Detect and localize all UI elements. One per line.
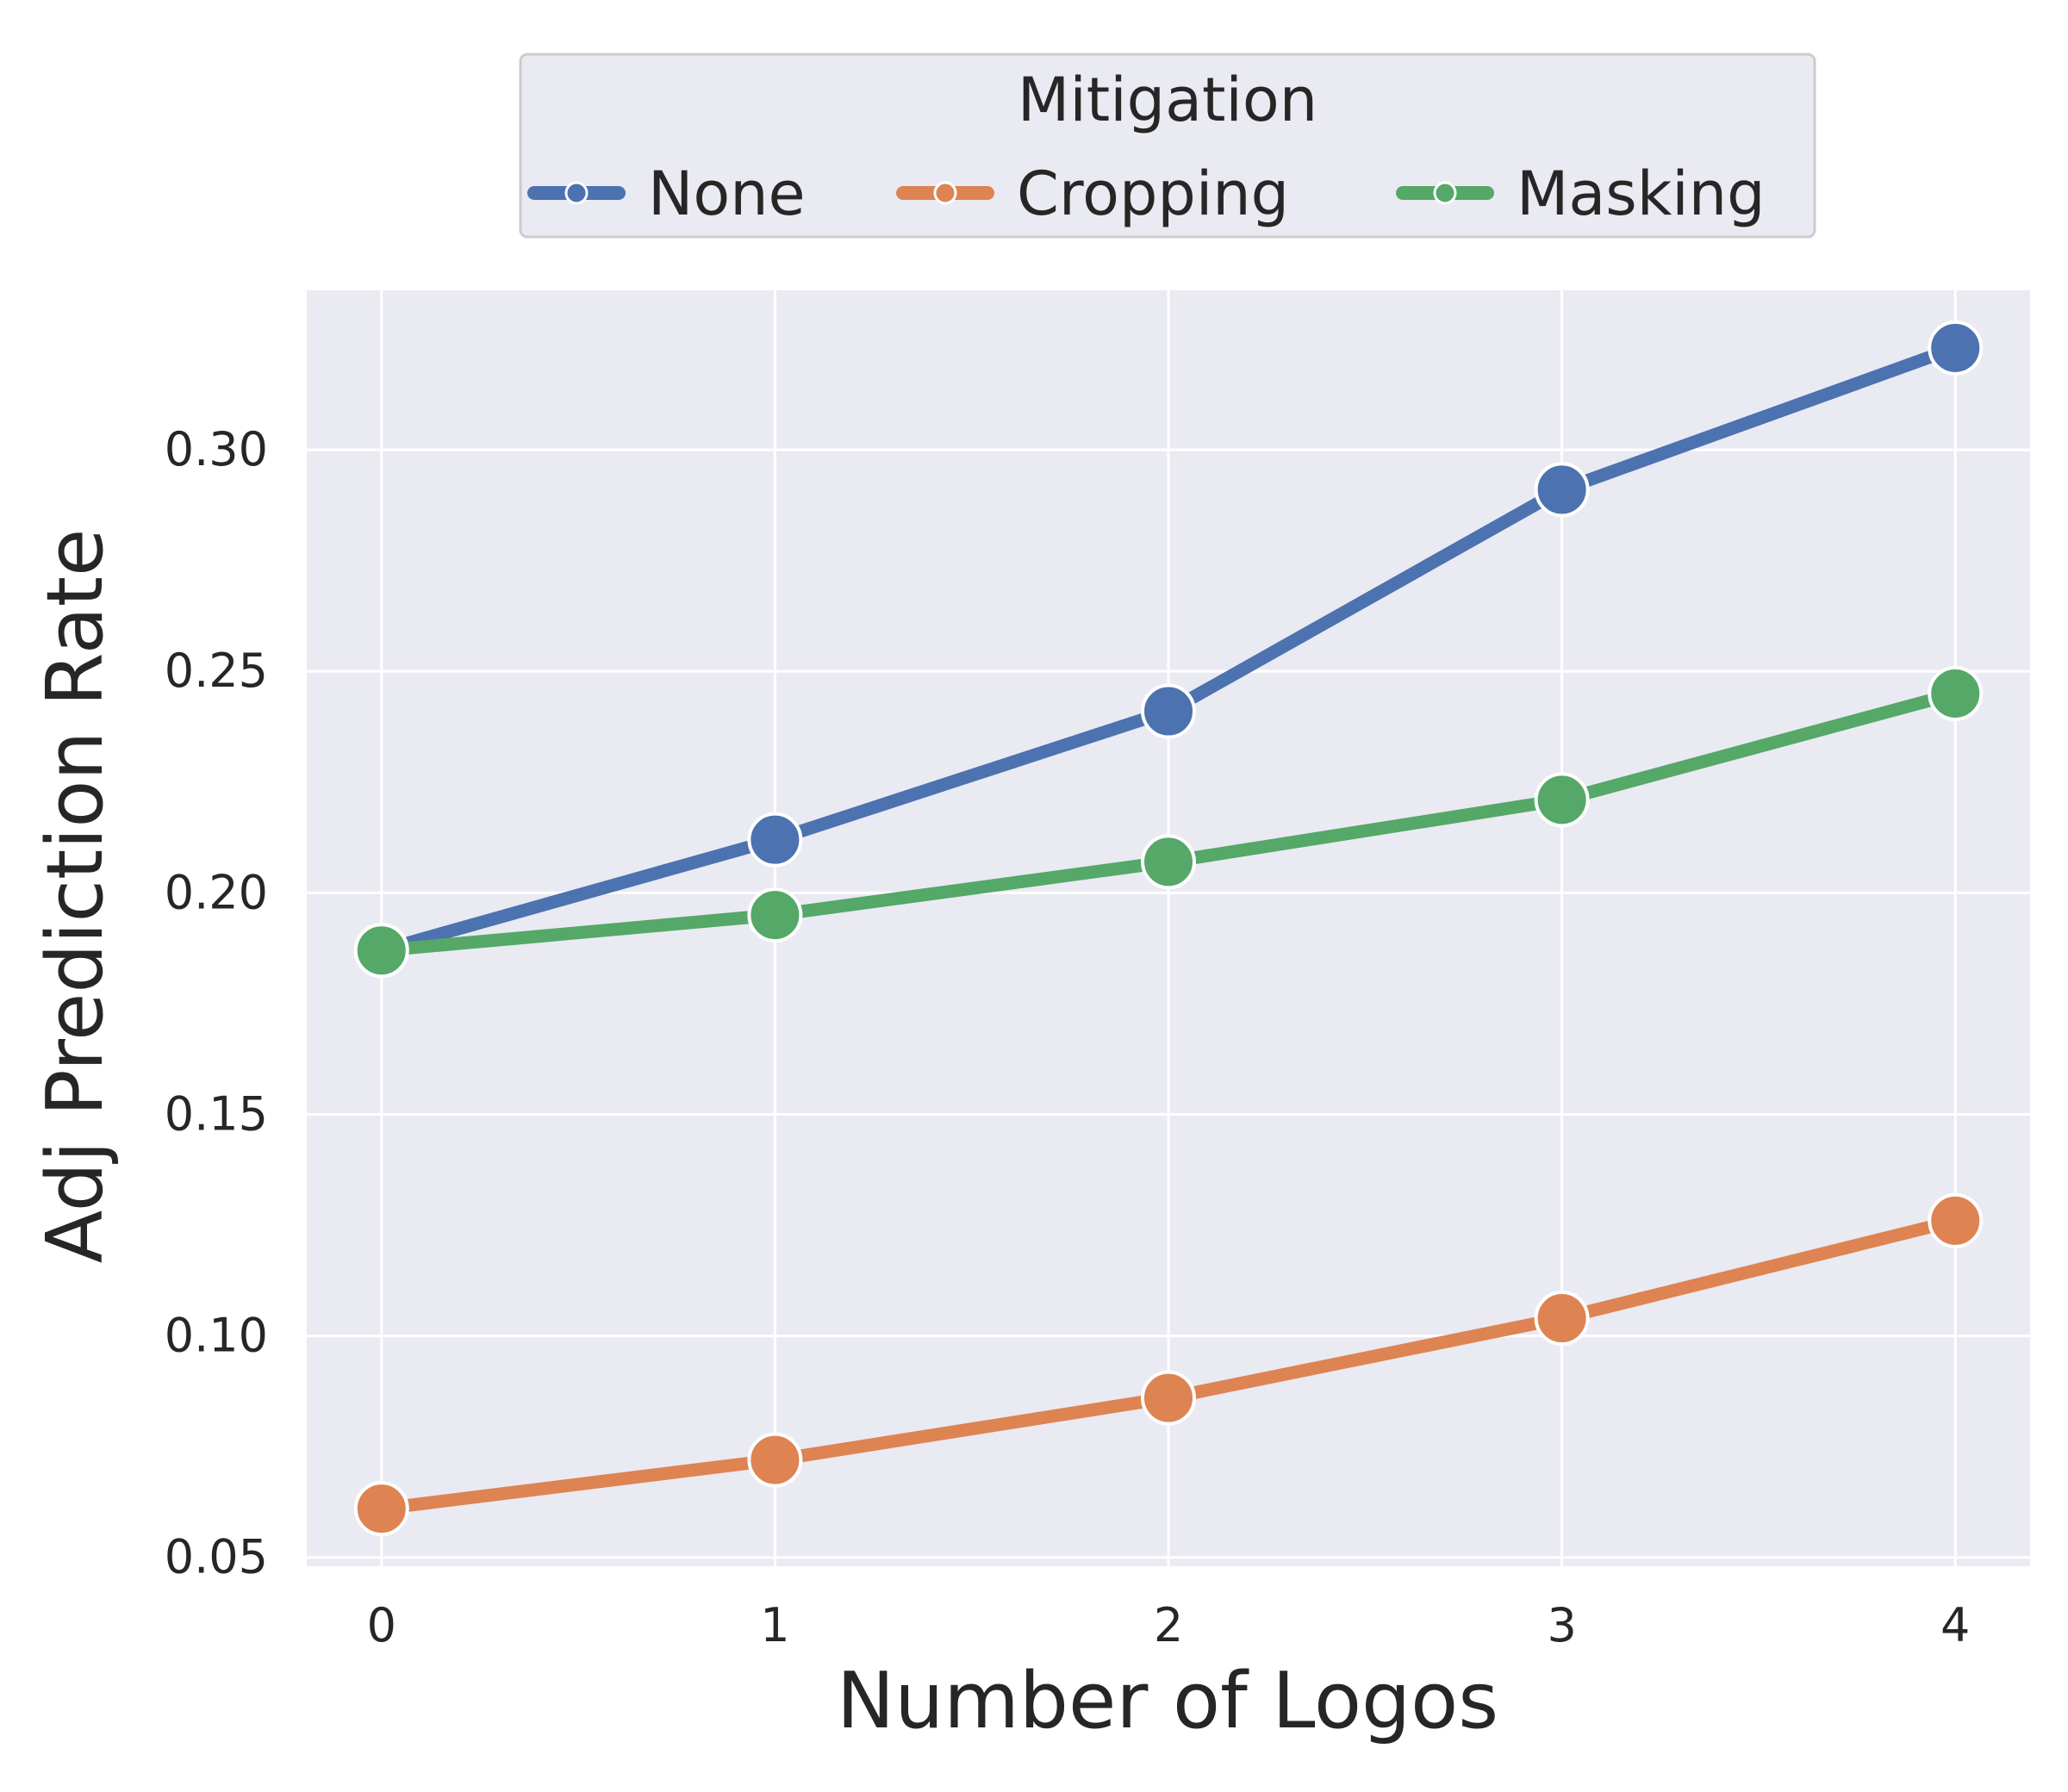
data-point-none — [1928, 320, 1984, 376]
data-point-cropping — [1534, 1291, 1590, 1347]
data-point-masking — [1534, 772, 1590, 828]
x-tick-label: 0 — [367, 1598, 396, 1652]
data-point-none — [1534, 462, 1590, 518]
x-tick-labels: 0 1 2 3 4 — [367, 1598, 1971, 1652]
series-layer — [353, 320, 1984, 1537]
x-tick-label: 4 — [1940, 1598, 1970, 1652]
series-cropping — [353, 1192, 1984, 1537]
y-tick-labels: 0.05 0.10 0.15 0.20 0.25 0.30 — [165, 422, 268, 1584]
data-point-masking — [1928, 665, 1984, 721]
data-point-masking — [747, 887, 803, 943]
legend[interactable]: Mitigation None Cropping Masking — [519, 53, 1816, 239]
legend-marker-none — [564, 181, 589, 205]
y-tick-label: 0.05 — [165, 1530, 268, 1584]
x-axis-label: Number of Logos — [837, 1656, 1498, 1746]
grid-lines — [307, 290, 2030, 1566]
legend-marker-masking — [1433, 181, 1457, 205]
data-point-none — [1141, 683, 1196, 739]
data-point-cropping — [747, 1432, 803, 1488]
y-tick-label: 0.15 — [165, 1086, 268, 1141]
y-axis-label: Adj Prediction Rate — [30, 529, 121, 1264]
data-point-masking — [1141, 834, 1196, 890]
y-tick-label: 0.30 — [165, 422, 268, 476]
x-tick-label: 1 — [760, 1598, 789, 1652]
legend-label-cropping: Cropping — [1017, 159, 1289, 229]
y-tick-label: 0.20 — [165, 865, 268, 919]
data-point-cropping — [1928, 1192, 1984, 1248]
data-point-cropping — [353, 1481, 409, 1537]
x-tick-label: 2 — [1154, 1598, 1183, 1652]
data-point-cropping — [1141, 1370, 1196, 1426]
legend-label-masking: Masking — [1517, 159, 1766, 229]
x-tick-label: 3 — [1547, 1598, 1576, 1652]
legend-items: None Cropping Masking — [527, 159, 1766, 229]
data-point-none — [747, 812, 803, 868]
data-point-masking — [353, 923, 409, 979]
legend-label-none: None — [648, 159, 806, 229]
y-tick-label: 0.10 — [165, 1309, 268, 1363]
legend-title: Mitigation — [1018, 65, 1317, 135]
legend-item-cropping[interactable]: Cropping — [896, 159, 1289, 229]
y-tick-label: 0.25 — [165, 644, 268, 698]
series-masking — [353, 665, 1984, 979]
legend-item-none[interactable]: None — [527, 159, 806, 229]
legend-marker-cropping — [933, 181, 957, 205]
legend-item-masking[interactable]: Masking — [1396, 159, 1766, 229]
